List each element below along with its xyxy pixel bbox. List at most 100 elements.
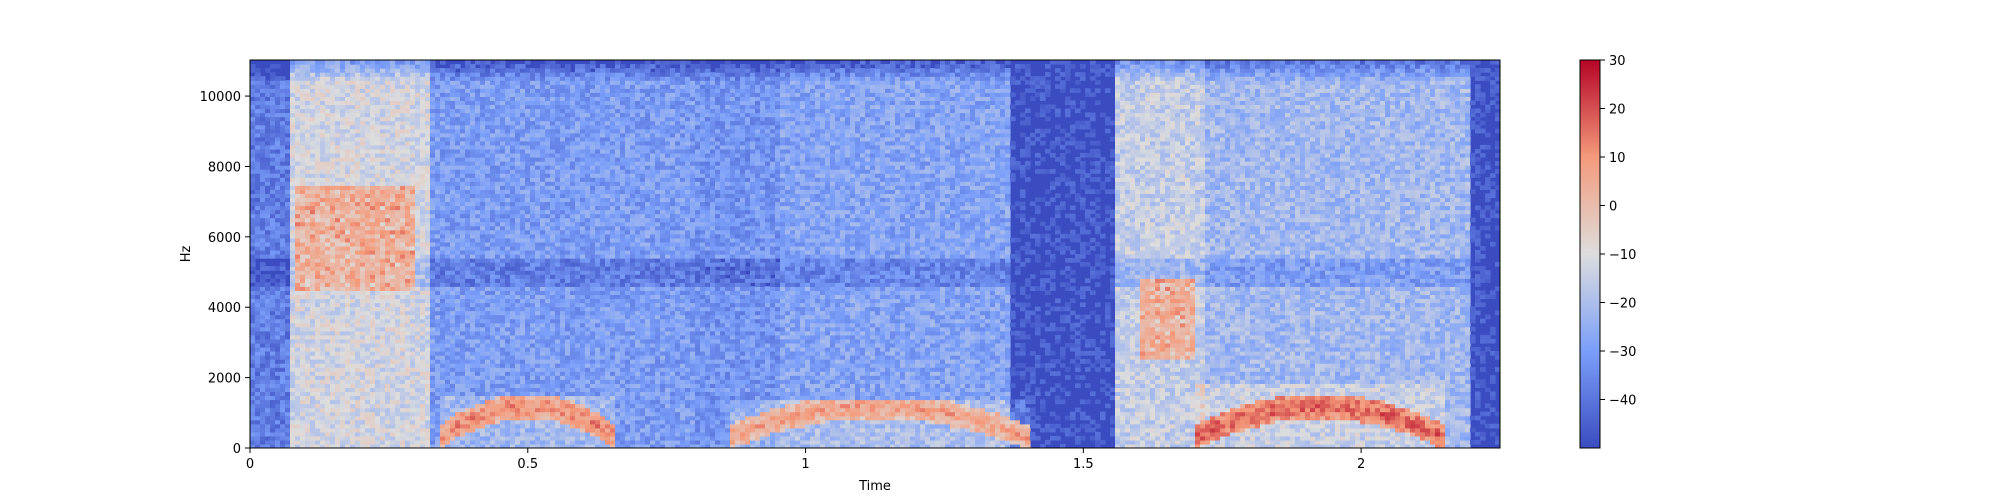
spectrogram-cell xyxy=(490,137,496,142)
spectrogram-cell xyxy=(500,274,506,279)
spectrogram-cell xyxy=(420,96,426,101)
spectrogram-cell xyxy=(435,290,441,295)
spectrogram-cell xyxy=(295,343,301,348)
spectrogram-cell xyxy=(305,315,311,320)
spectrogram-cell xyxy=(325,117,331,122)
spectrogram-cell xyxy=(355,327,361,332)
spectrogram-cell xyxy=(330,214,336,219)
spectrogram-cell xyxy=(505,351,511,356)
spectrogram-cell xyxy=(310,113,316,118)
spectrogram-cell xyxy=(330,246,336,251)
spectrogram-cell xyxy=(490,303,496,308)
spectrogram-cell xyxy=(270,367,276,372)
spectrogram-cell xyxy=(370,246,376,251)
spectrogram-cell xyxy=(265,181,271,186)
spectrogram-cell xyxy=(435,286,441,291)
spectrogram-cell xyxy=(505,121,511,126)
spectrogram-cell xyxy=(360,363,366,368)
spectrogram-cell xyxy=(450,234,456,239)
spectrogram-cell xyxy=(260,254,266,259)
spectrogram-cell xyxy=(405,335,411,340)
spectrogram-cell xyxy=(395,88,401,93)
spectrogram-cell xyxy=(305,355,311,360)
spectrogram-cell xyxy=(435,428,441,433)
spectrogram-cell xyxy=(475,84,481,89)
spectrogram-cell xyxy=(410,270,416,275)
spectrogram-cell xyxy=(490,113,496,118)
spectrogram-cell xyxy=(480,177,486,182)
spectrogram-cell xyxy=(275,149,281,154)
spectrogram-cell xyxy=(380,222,386,227)
spectrogram-cell xyxy=(425,96,431,101)
spectrogram-cell xyxy=(385,290,391,295)
spectrogram-cell xyxy=(475,238,481,243)
spectrogram-cell xyxy=(480,420,486,425)
spectrogram-cell xyxy=(315,294,321,299)
spectrogram-cell xyxy=(255,169,261,174)
spectrogram-cell xyxy=(450,367,456,372)
spectrogram-cell xyxy=(450,383,456,388)
spectrogram-cell xyxy=(370,72,376,77)
spectrogram-cell xyxy=(280,109,286,114)
spectrogram-cell xyxy=(305,149,311,154)
spectrogram-cell xyxy=(445,165,451,170)
spectrogram-cell xyxy=(370,149,376,154)
spectrogram-cell xyxy=(345,335,351,340)
spectrogram-cell xyxy=(505,307,511,312)
spectrogram-cell xyxy=(405,327,411,332)
spectrogram-cell xyxy=(465,210,471,215)
spectrogram-cell xyxy=(445,367,451,372)
spectrogram-cell xyxy=(315,363,321,368)
spectrogram-cell xyxy=(250,343,256,348)
spectrogram-cell xyxy=(370,355,376,360)
spectrogram-cell xyxy=(455,286,461,291)
spectrogram-cell xyxy=(250,387,256,392)
spectrogram-cell xyxy=(325,246,331,251)
spectrogram-cell xyxy=(415,218,421,223)
spectrogram-cell xyxy=(400,339,406,344)
spectrogram-cell xyxy=(275,201,281,206)
spectrogram-cell xyxy=(405,226,411,231)
spectrogram-cell xyxy=(380,88,386,93)
spectrogram-cell xyxy=(345,258,351,263)
spectrogram-cell xyxy=(290,371,296,376)
spectrogram-cell xyxy=(310,246,316,251)
spectrogram-cell xyxy=(510,189,516,194)
spectrogram-cell xyxy=(360,137,366,142)
spectrogram-cell xyxy=(340,347,346,352)
spectrogram-cell xyxy=(255,218,261,223)
spectrogram-cell xyxy=(420,282,426,287)
spectrogram-cell xyxy=(400,375,406,380)
spectrogram-cell xyxy=(425,76,431,81)
spectrogram-cell xyxy=(465,387,471,392)
spectrogram-cell xyxy=(335,129,341,134)
spectrogram-cell xyxy=(395,383,401,388)
spectrogram-cell xyxy=(380,375,386,380)
spectrogram-cell xyxy=(405,113,411,118)
spectrogram-cell xyxy=(425,254,431,259)
spectrogram-cell xyxy=(350,137,356,142)
spectrogram-cell xyxy=(305,303,311,308)
spectrogram-cell xyxy=(285,185,291,190)
spectrogram-cell xyxy=(485,161,491,166)
spectrogram-cell xyxy=(300,157,306,162)
spectrogram-cell xyxy=(420,262,426,267)
spectrogram-cell xyxy=(395,153,401,158)
spectrogram-cell xyxy=(370,157,376,162)
spectrogram-cell xyxy=(320,145,326,150)
spectrogram-cell xyxy=(480,274,486,279)
spectrogram-cell xyxy=(335,165,341,170)
spectrogram-cell xyxy=(335,153,341,158)
spectrogram-cell xyxy=(370,185,376,190)
spectrogram-cell xyxy=(445,351,451,356)
spectrogram-cell xyxy=(395,298,401,303)
spectrogram-cell xyxy=(335,76,341,81)
spectrogram-cell xyxy=(300,254,306,259)
spectrogram-cell xyxy=(475,234,481,239)
spectrogram-cell xyxy=(340,335,346,340)
spectrogram-cell xyxy=(430,383,436,388)
spectrogram-cell xyxy=(485,290,491,295)
spectrogram-cell xyxy=(355,391,361,396)
spectrogram-cell xyxy=(445,117,451,122)
spectrogram-cell xyxy=(390,303,396,308)
